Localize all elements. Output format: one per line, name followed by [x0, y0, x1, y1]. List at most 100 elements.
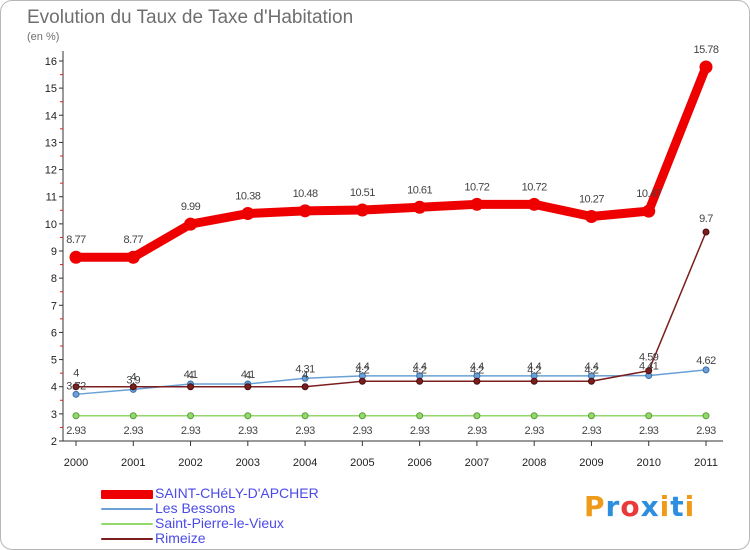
data-point	[358, 412, 366, 420]
data-point	[702, 366, 710, 374]
data-point	[301, 383, 309, 391]
data-point	[187, 412, 195, 420]
data-point	[355, 203, 369, 217]
x-tick-label: 2006	[407, 457, 431, 469]
y-tick-label: 3	[51, 409, 57, 421]
data-point	[129, 412, 137, 420]
data-label: 2.93	[295, 425, 315, 437]
y-tick-label: 13	[45, 137, 57, 149]
series-line-3	[75, 231, 707, 388]
data-label: 4.59	[639, 352, 659, 364]
logo-letter: i	[684, 490, 696, 523]
x-tick-label: 2002	[178, 457, 202, 469]
data-label: 10.72	[464, 181, 489, 193]
y-tick-label: 6	[51, 327, 57, 339]
data-label: 4.41	[639, 361, 659, 373]
data-label: 10.47	[636, 188, 661, 200]
data-label: 4.2	[585, 364, 599, 376]
data-label: 4.4	[355, 361, 369, 373]
data-label: 4.2	[413, 364, 427, 376]
data-point	[645, 367, 653, 375]
data-point	[301, 412, 309, 420]
data-label: 3.72	[66, 380, 86, 392]
x-tick-label: 2010	[636, 457, 660, 469]
data-point	[473, 377, 481, 385]
data-label: 3.9	[126, 374, 140, 386]
data-label: 10.51	[350, 187, 375, 199]
data-point	[470, 197, 484, 211]
data-label: 8.77	[66, 234, 86, 246]
y-tick-label: 10	[45, 219, 57, 231]
data-label: 4.4	[527, 361, 541, 373]
data-label: 9.7	[699, 213, 713, 225]
data-label: 4.62	[696, 355, 716, 367]
data-label: 4.1	[184, 369, 198, 381]
data-label: 2.93	[353, 425, 373, 437]
data-label: 8.77	[124, 234, 144, 246]
data-label: 2.93	[181, 425, 201, 437]
data-label: 2.93	[66, 425, 86, 437]
data-label: 4.4	[413, 361, 427, 373]
y-tick-label: 12	[45, 165, 57, 177]
data-label: 4.2	[355, 364, 369, 376]
data-point	[587, 377, 595, 385]
legend-item: Rimeize	[101, 530, 361, 546]
y-tick-label: 11	[46, 192, 57, 204]
logo-letter: o	[620, 490, 641, 523]
proxiti-logo: Proxiti	[584, 490, 695, 523]
data-label: 10.38	[235, 191, 260, 203]
data-point	[527, 197, 541, 211]
data-label: 2.93	[524, 425, 544, 437]
x-tick-label: 2009	[579, 457, 603, 469]
data-point	[301, 374, 309, 382]
data-label: 2.93	[467, 425, 487, 437]
x-tick-label: 2011	[694, 457, 718, 469]
data-label: 4	[188, 370, 194, 382]
y-tick-label: 2	[51, 436, 57, 448]
y-tick-label: 16	[45, 56, 57, 68]
legend-label: Saint-Pierre-le-Vieux	[155, 515, 284, 531]
legend-label: Rimeize	[155, 530, 206, 546]
y-tick-label: 15	[45, 83, 57, 95]
legend-swatch	[101, 489, 153, 499]
data-label: 10.27	[579, 194, 604, 206]
data-label: 4	[302, 370, 308, 382]
data-point	[645, 412, 653, 420]
data-point	[184, 217, 198, 231]
logo-letter: r	[605, 490, 621, 523]
data-label: 4.2	[470, 364, 484, 376]
data-point	[530, 412, 538, 420]
data-label: 2.93	[124, 425, 144, 437]
legend-swatch	[101, 538, 153, 540]
series-line-0	[71, 62, 711, 262]
legend-item: Saint-Pierre-le-Vieux	[101, 515, 361, 531]
data-label: 10.61	[407, 184, 432, 196]
data-point	[702, 228, 710, 236]
data-point	[187, 383, 195, 391]
data-point	[416, 377, 424, 385]
logo-letter: i	[659, 490, 671, 523]
data-point	[244, 412, 252, 420]
x-tick-label: 2000	[64, 457, 88, 469]
series-line-1	[75, 369, 707, 396]
data-label: 4.2	[527, 364, 541, 376]
data-label: 2.93	[696, 425, 716, 437]
data-label: 9.99	[181, 201, 201, 213]
data-label: 4.4	[585, 361, 599, 373]
x-tick-label: 2005	[350, 457, 374, 469]
data-point	[298, 204, 312, 218]
y-tick-label: 4	[51, 382, 57, 394]
data-point	[244, 383, 252, 391]
x-tick-label: 2008	[522, 457, 546, 469]
logo-letter: P	[584, 490, 606, 523]
data-label: 4	[73, 368, 79, 380]
data-point	[129, 383, 137, 391]
data-label: 15.78	[693, 44, 718, 56]
data-point	[642, 204, 656, 218]
y-tick-label: 7	[51, 300, 57, 312]
data-point	[241, 207, 255, 221]
data-label: 4.1	[241, 369, 255, 381]
data-label: 4	[245, 370, 251, 382]
